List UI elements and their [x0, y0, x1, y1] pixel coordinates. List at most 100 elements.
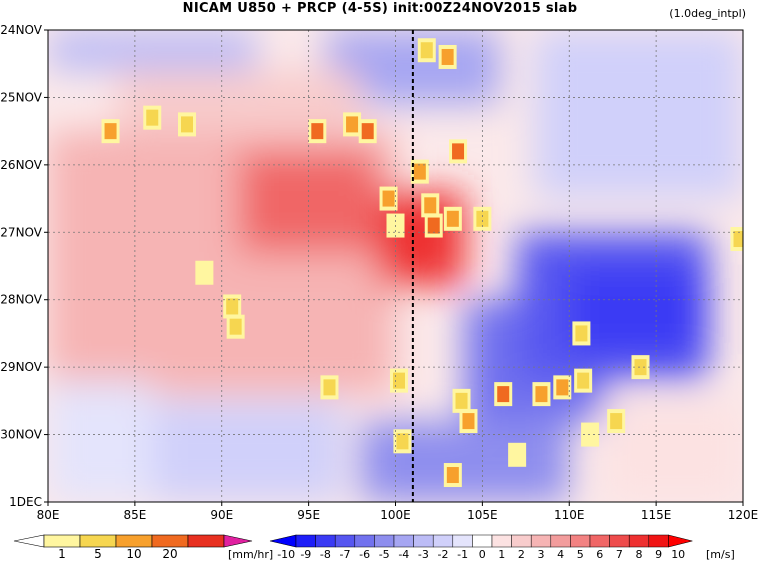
precip-cell-core: [181, 116, 193, 133]
precip-colorbar-swatch: [187, 534, 225, 548]
precip-colorbar-swatch: [79, 534, 117, 548]
u850-colorbar-label: -5: [379, 548, 390, 561]
u850-colorbar-swatch: [648, 534, 669, 548]
precip-cell-core: [535, 386, 548, 403]
precip-cell-core: [424, 197, 437, 214]
precip-cell-core: [104, 123, 117, 140]
precip-cell-core: [575, 325, 588, 342]
u850-colorbar-swatch: [491, 534, 512, 548]
u850-colorbar-swatch: [570, 534, 591, 548]
u850-colorbar-label: -1: [457, 548, 468, 561]
x-axis: 80E 85E 90E 95E 100E 105E 110E 115E 120E: [37, 502, 759, 522]
u850-colorbar-label: 0: [479, 548, 486, 561]
u850-colorbar-swatch: [295, 534, 316, 548]
x-tick-label: 115E: [641, 508, 672, 522]
precip-cell-core: [441, 48, 454, 65]
precip-cell-core: [392, 372, 405, 389]
precip-colorbar-label: 1: [58, 547, 66, 561]
y-tick-label: 1DEC: [9, 495, 42, 509]
y-tick-label: 25NOV: [0, 90, 42, 104]
u850-colorbar-swatch: [472, 534, 493, 548]
u850-colorbar-swatch: [334, 534, 356, 548]
u850-colorbar-swatch: [530, 534, 552, 548]
x-tick-label: 110E: [554, 508, 585, 522]
precip-cell-core: [556, 379, 569, 396]
precip-cell-core: [396, 433, 409, 450]
x-tick-label: 95E: [297, 508, 320, 522]
y-tick-label: 24NOV: [0, 23, 42, 37]
u850-colorbar-label: 3: [538, 548, 545, 561]
precip-colorbar-label: 10: [126, 547, 141, 561]
precip-colorbar: 1 5 10 20 [mm/hr]: [13, 534, 273, 561]
precipitation-cells: [101, 38, 743, 488]
u850-colorbar-swatch: [609, 534, 630, 548]
u850-colorbar-swatch: [354, 534, 375, 548]
precip-cell-core: [733, 231, 743, 248]
u850-colorbar-swatch: [589, 534, 610, 548]
u850-colorbar-label: -6: [359, 548, 370, 561]
u850-colorbar-swatch: [374, 534, 395, 548]
precip-colorbar-label: 5: [94, 547, 102, 561]
precip-cell-core: [577, 372, 590, 389]
precip-cell-core: [382, 190, 395, 207]
precip-cell-core: [452, 143, 465, 160]
precip-cell: [581, 422, 600, 447]
y-axis: 24NOV 25NOV 26NOV 27NOV 28NOV 29NOV 30NOV 1DEC: [0, 23, 48, 509]
chart-title: NICAM U850 + PRCP (4-5S) init:00Z24NOV20…: [182, 1, 578, 16]
precip-cell-core: [420, 42, 433, 59]
u850-colorbar-label: -4: [398, 548, 409, 561]
u850-colorbar-end: [668, 534, 693, 548]
u850-colorbar-label: 1: [498, 548, 505, 561]
interpolation-note: (1.0deg_intpl): [669, 7, 746, 20]
precip-colorbar-swatch: [43, 534, 81, 548]
precip-cell: [508, 442, 527, 467]
u850-colorbar-label: 8: [636, 548, 643, 561]
u850-colorbar-label: 10: [671, 548, 685, 561]
precip-colorbar-swatch: [151, 534, 189, 548]
u850-region: [48, 30, 257, 71]
u850-colorbar-swatch: [550, 534, 571, 548]
plot-area: [48, 30, 743, 502]
y-tick-label: 28NOV: [0, 293, 42, 307]
precip-cell-core: [361, 123, 374, 140]
u850-colorbar-swatch: [511, 534, 532, 548]
precip-colorbar-start: [13, 534, 45, 548]
precip-cell-core: [311, 123, 324, 140]
u850-colorbar-swatch: [393, 534, 414, 548]
precip-cell-core: [462, 413, 475, 430]
u850-colorbar-label: -10: [277, 548, 295, 561]
u850-colorbar-label: -8: [320, 548, 331, 561]
u850-colorbar-label: 7: [616, 548, 623, 561]
u850-colorbar-label: -2: [438, 548, 449, 561]
u850-colorbar-start: [269, 534, 297, 548]
x-tick-label: 120E: [728, 508, 759, 522]
precip-cell-core: [146, 109, 159, 126]
grid-lines: [48, 30, 743, 502]
x-tick-label: 80E: [37, 508, 60, 522]
precip-cell-core: [476, 210, 489, 227]
precip-cell-core: [610, 413, 623, 430]
precip-colorbar-label: 20: [162, 547, 177, 561]
u850-region: [152, 400, 344, 502]
u850-colorbar-label: -7: [340, 548, 351, 561]
precip-cell-core: [446, 210, 459, 227]
precip-unit: [mm/hr]: [228, 548, 273, 561]
u850-colorbar-swatch: [432, 534, 454, 548]
u850-colorbar-label: 9: [655, 548, 662, 561]
u850-colorbar-label: 4: [557, 548, 564, 561]
u850-unit: [m/s]: [706, 548, 735, 561]
u850-region: [569, 266, 709, 354]
u850-colorbar-label: 6: [596, 548, 603, 561]
y-tick-label: 26NOV: [0, 158, 42, 172]
u850-colorbar-swatch: [628, 534, 650, 548]
precip-cell-core: [229, 318, 242, 335]
precip-cell-core: [323, 379, 336, 396]
u850-colorbar-swatch: [413, 534, 434, 548]
y-tick-label: 30NOV: [0, 428, 42, 442]
precip-colorbar-swatch: [115, 534, 153, 548]
precip-cell: [195, 260, 214, 285]
u850-colorbar-label: -9: [300, 548, 311, 561]
x-tick-label: 85E: [123, 508, 146, 522]
u850-colorbar-label: 2: [518, 548, 525, 561]
